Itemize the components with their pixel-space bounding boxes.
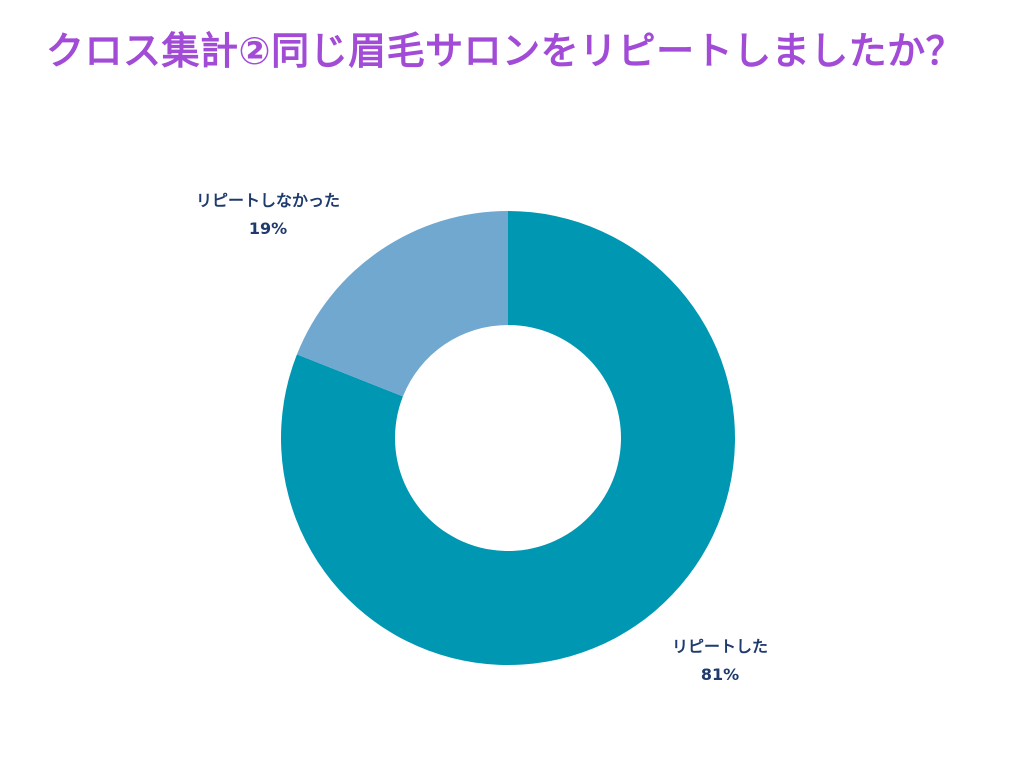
data-label-not-repeated-name: リピートしなかった — [195, 191, 340, 210]
data-label-repeated-value: 81% — [700, 665, 740, 684]
donut-slice-repeated — [281, 211, 736, 665]
data-label-not-repeated: リピートしなかった 19% — [168, 187, 368, 243]
data-label-repeated-name: リピートした — [671, 637, 768, 656]
chart-title: クロス集計②同じ眉毛サロンをリピートしましたか？ — [46, 29, 965, 73]
data-label-not-repeated-value: 19% — [248, 219, 288, 238]
donut-slice-not-repeated — [296, 211, 508, 397]
data-label-repeated: リピートした 81% — [620, 633, 820, 689]
